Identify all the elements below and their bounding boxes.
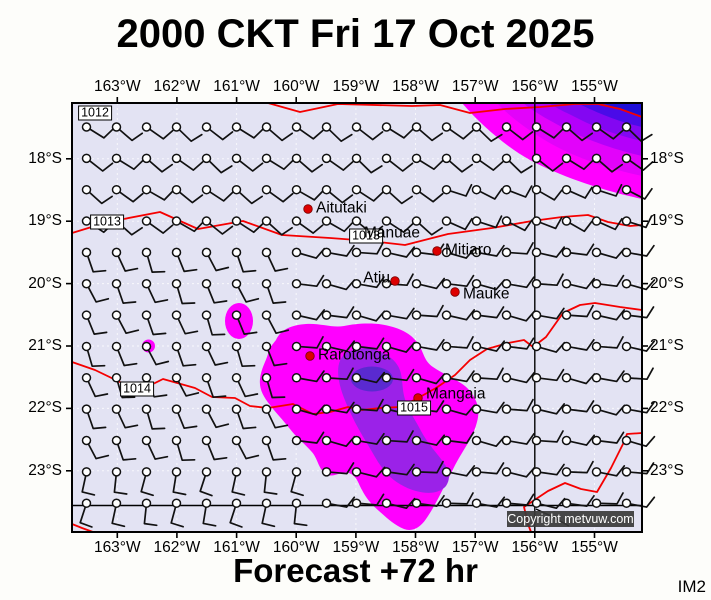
place-dot: [305, 351, 315, 361]
lon-label-bottom-1: 162°W: [153, 539, 201, 556]
place-dot: [450, 287, 460, 297]
isobar-label-1013-1: 1013: [90, 214, 124, 230]
forecast-hour-label: Forecast +72 hr: [233, 552, 478, 589]
page-title: 2000 CKT Fri 17 Oct 2025: [116, 12, 595, 56]
lat-label-left-1: 19°S: [28, 212, 62, 230]
lon-label-top-3: 160°W: [272, 78, 320, 95]
place-label-mauke: Mauke: [463, 285, 510, 303]
lon-label-top-5: 158°W: [392, 78, 439, 95]
lat-label-left-2: 20°S: [28, 274, 62, 292]
lat-label-left-4: 22°S: [28, 399, 62, 417]
lon-label-top-2: 161°W: [213, 78, 260, 95]
wind-barbs: [79, 122, 656, 528]
map-border: [71, 102, 643, 533]
isobar-label-1015-4: 1015: [397, 400, 431, 416]
place-label-mangaia: Mangaia: [426, 385, 486, 403]
place-label-aitutaki: Aitutaki: [316, 199, 367, 217]
lon-label-bottom-0: 163°W: [93, 539, 141, 556]
lon-label-top-7: 156°W: [511, 78, 559, 95]
rain-area-central: [142, 303, 479, 530]
place-markers: [303, 204, 460, 403]
lat-label-right-1: 19°S: [650, 212, 684, 230]
lon-label-bottom-5: 158°W: [392, 539, 439, 556]
lat-label-right-5: 23°S: [650, 461, 684, 479]
lon-label-top-1: 162°W: [153, 78, 201, 95]
lon-label-top-6: 157°W: [451, 78, 499, 95]
place-label-mitiaro: Mitiaro: [445, 241, 492, 259]
place-dot: [432, 246, 442, 256]
lat-label-right-3: 21°S: [650, 337, 684, 354]
lat-label-left-3: 21°S: [28, 337, 62, 354]
lat-label-right-0: 18°S: [650, 149, 684, 167]
place-label-rarotonga: Rarotonga: [318, 346, 391, 364]
lat-label-left-0: 18°S: [28, 149, 62, 167]
lon-label-bottom-6: 157°W: [451, 539, 499, 556]
lat-label-right-4: 22°S: [650, 399, 684, 417]
isobar-label-1012-0: 1012: [78, 105, 112, 121]
place-label-manuae: Manuae: [364, 224, 421, 242]
lon-label-bottom-2: 161°W: [213, 539, 260, 556]
lon-label-bottom-3: 160°W: [272, 539, 320, 556]
model-tag: IM2: [677, 577, 706, 596]
place-dot: [390, 276, 400, 286]
place-label-atiu: Atiu: [363, 269, 390, 287]
lon-label-bottom-7: 156°W: [511, 539, 559, 556]
lon-label-bottom-8: 155°W: [571, 539, 618, 556]
lon-label-top-0: 163°W: [93, 78, 141, 95]
lat-label-right-2: 20°S: [650, 274, 684, 292]
isobar-label-1014-3: 1014: [120, 381, 154, 397]
lat-label-left-5: 23°S: [28, 461, 62, 479]
lon-label-top-8: 155°W: [571, 78, 618, 95]
lon-label-bottom-4: 159°W: [332, 539, 380, 556]
axis-ticks: [66, 97, 648, 538]
lon-label-top-4: 159°W: [332, 78, 380, 95]
copyright-watermark: Copyright metvuw.com: [507, 511, 634, 527]
isobar-label-1013-2: 1013: [349, 228, 383, 244]
place-dot: [303, 204, 313, 214]
